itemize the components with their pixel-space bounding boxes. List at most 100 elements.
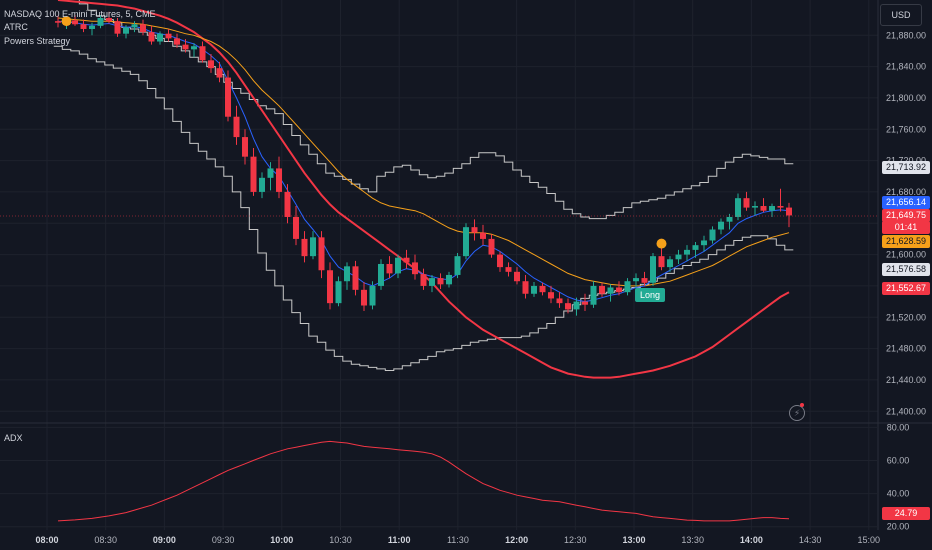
- candle-body: [667, 259, 673, 268]
- signal-dot-marker: [656, 238, 667, 249]
- candle-body: [174, 38, 180, 45]
- candle-body: [250, 156, 257, 192]
- candle-body: [641, 278, 648, 283]
- candle-body: [701, 240, 707, 246]
- currency-button[interactable]: USD: [880, 4, 922, 26]
- candle-body: [531, 285, 537, 294]
- indicator-powers-strategy-label[interactable]: Powers Strategy: [4, 36, 71, 46]
- candle-body: [616, 287, 622, 293]
- candle-body: [420, 274, 427, 286]
- candle-body: [488, 238, 495, 255]
- atr-channel-upper-line: [78, 0, 794, 220]
- upper-channel-price-tag: 21,713.92: [882, 161, 930, 174]
- grid: [0, 0, 878, 530]
- candle-body: [233, 116, 240, 138]
- candle-body: [769, 206, 775, 211]
- candle-body: [378, 263, 384, 286]
- candle-body: [97, 18, 104, 26]
- candle-body: [55, 21, 61, 23]
- candle-body: [89, 25, 95, 29]
- candle-body: [437, 278, 444, 285]
- candle-body: [182, 44, 189, 50]
- candle-body: [709, 229, 716, 241]
- time-tick-label: 11:00: [388, 535, 411, 545]
- candle-body: [684, 249, 690, 255]
- candle-body: [361, 289, 367, 306]
- candle-body: [539, 285, 546, 293]
- adx-tick-label: 20.00: [887, 522, 910, 532]
- candle-body: [599, 285, 605, 294]
- candle-body: [505, 267, 512, 272]
- adx-tick-label: 60.00: [887, 455, 910, 465]
- last-price-tag: 21,649.75: [882, 209, 930, 222]
- adx-value-tag: 24.79: [882, 507, 930, 520]
- candle-body: [582, 301, 588, 305]
- candle-body: [735, 198, 741, 217]
- candle-body: [106, 18, 112, 22]
- candle-body: [650, 256, 656, 283]
- candle-body: [454, 256, 461, 275]
- candle-body: [471, 227, 478, 233]
- candle-body: [658, 256, 665, 268]
- slow-ma-price-tag: 21,552.67: [882, 282, 930, 295]
- candle-body: [199, 46, 206, 61]
- candle-body: [548, 292, 554, 299]
- fast-ma-price-tag: 21,656.14: [882, 196, 930, 209]
- price-tick-label: 21,760.00: [886, 124, 926, 134]
- indicator-atrc-label[interactable]: ATRC: [4, 22, 28, 32]
- mid-ma-line: [57, 17, 790, 287]
- time-tick-label: 13:00: [622, 535, 645, 545]
- lower-channel-price-tag: 21,576.58: [882, 263, 930, 276]
- candle-body: [191, 46, 197, 50]
- candle-body: [148, 32, 155, 42]
- price-tick-label: 21,480.00: [886, 344, 926, 354]
- candle-body: [131, 24, 138, 28]
- candle-body: [675, 254, 682, 260]
- signal-markers: [61, 16, 667, 249]
- time-axis[interactable]: 08:00 08:30 09:00 09:30 10:00 10:30 11:00 11:30…: [35, 535, 880, 545]
- time-tick-label: 09:30: [212, 535, 235, 545]
- candle-body: [522, 281, 529, 294]
- time-tick-label: 13:30: [681, 535, 704, 545]
- candle-body: [590, 285, 597, 305]
- candle-body: [718, 221, 724, 230]
- candle-body: [123, 27, 129, 34]
- price-tick-label: 21,800.00: [886, 93, 926, 103]
- candle-body: [140, 24, 146, 33]
- adx-axis[interactable]: 80.00 60.00 40.00 20.00: [887, 422, 910, 531]
- time-tick-label: 09:00: [153, 535, 176, 545]
- adx-panel-title[interactable]: ADX: [4, 433, 23, 443]
- mid-ma-price-tag: 21,628.59: [882, 235, 930, 248]
- candle-body: [743, 198, 750, 208]
- price-tick-label: 21,720.00: [886, 156, 926, 166]
- candle-body: [752, 206, 758, 208]
- time-tick-label: 11:30: [447, 535, 469, 545]
- candle-body: [242, 137, 248, 157]
- candle-body: [114, 21, 121, 34]
- candle-body: [395, 257, 401, 274]
- candle-body: [607, 287, 614, 294]
- symbol-title[interactable]: NASDAQ 100 E-mini Futures, 5, CME: [4, 9, 156, 19]
- candles: [55, 11, 792, 316]
- candle-body: [624, 281, 631, 293]
- candle-body: [352, 266, 359, 290]
- time-tick-label: 08:00: [35, 535, 58, 545]
- time-tick-label: 14:00: [740, 535, 763, 545]
- candle-body: [225, 77, 231, 117]
- price-tick-label: 21,400.00: [886, 406, 926, 416]
- candle-body: [777, 206, 784, 208]
- lightning-icon[interactable]: ⚡: [789, 405, 805, 421]
- candle-body: [327, 270, 333, 304]
- candle-body: [412, 262, 418, 275]
- price-tick-label: 21,680.00: [886, 187, 926, 197]
- candle-body: [786, 207, 792, 216]
- price-tick-label: 21,520.00: [886, 312, 926, 322]
- time-tick-label: 12:00: [505, 535, 528, 545]
- candle-body: [480, 232, 486, 239]
- price-tick-label: 21,880.00: [886, 30, 926, 40]
- candle-body: [208, 60, 214, 69]
- candle-body: [556, 298, 563, 304]
- candle-body: [318, 237, 325, 271]
- long-signal-label: Long: [635, 288, 666, 302]
